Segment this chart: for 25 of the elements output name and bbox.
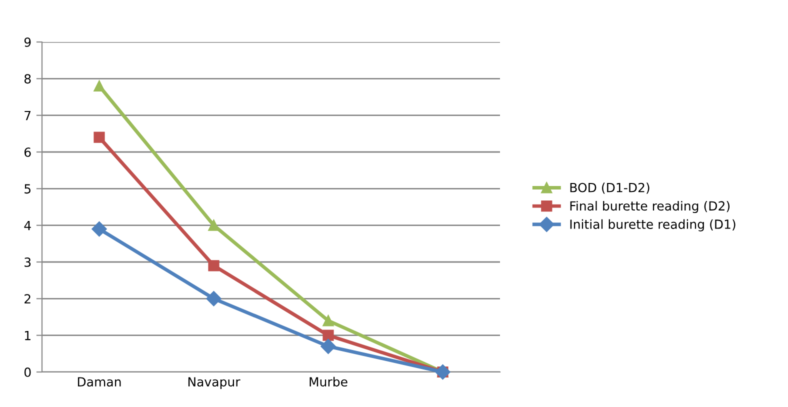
point xyxy=(206,291,222,306)
y-tick-label: 6 xyxy=(24,147,31,157)
point xyxy=(208,220,220,231)
legend-label: BOD (D1-D2) xyxy=(570,182,650,194)
y-tick-label: 2 xyxy=(24,294,30,304)
x-tick-label: Navapur xyxy=(188,377,240,389)
legend-label: Final burette reading (D2) xyxy=(570,200,730,214)
point xyxy=(94,132,105,143)
y-tick-label: 0 xyxy=(24,367,31,377)
point xyxy=(208,260,220,272)
point xyxy=(320,338,336,354)
y-tick-label: 4 xyxy=(24,220,31,230)
y-tick-label: 9 xyxy=(24,37,31,47)
point xyxy=(322,315,334,326)
x-tick-label: Daman xyxy=(78,377,121,387)
y-tick-label: 3 xyxy=(24,257,31,267)
point xyxy=(322,330,334,341)
point xyxy=(94,80,105,92)
y-tick-label: 5 xyxy=(24,184,30,194)
y-tick-label: 8 xyxy=(24,74,31,84)
x-tick-label: Murbe xyxy=(310,376,348,387)
y-tick-label: 1 xyxy=(25,330,30,340)
y-tick-label: 7 xyxy=(24,110,31,120)
legend-label: Initial burette reading (D1) xyxy=(570,219,736,232)
point xyxy=(92,221,107,237)
